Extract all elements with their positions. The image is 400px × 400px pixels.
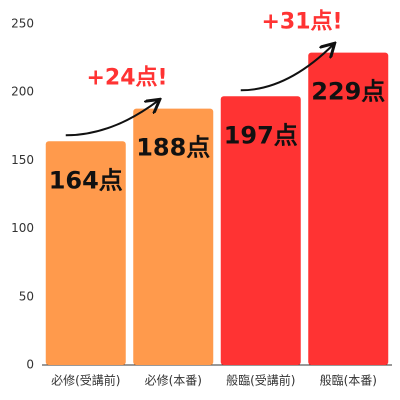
y-tick-label: 0 [26,358,34,372]
y-tick-label: 250 [11,17,34,31]
value-label: 188点 [136,134,210,162]
annotation: +24点! [86,65,167,91]
x-tick-label: 必修(受講前) [51,373,120,388]
y-tick-label: 100 [11,221,34,235]
y-tick-label: 200 [11,85,34,99]
y-tick-label: 50 [19,289,34,303]
bar [45,141,126,365]
value-label: 197点 [224,121,298,149]
x-tick-label: 必修(本番) [145,373,202,388]
y-tick-label: 150 [11,153,34,167]
annotation: +31点! [261,9,342,35]
value-label: 229点 [311,78,385,106]
bar [308,52,389,365]
bar [133,108,214,366]
arrow [65,101,159,137]
x-tick-label: 般臨(受講前) [226,373,295,388]
bar [220,96,301,366]
arrow [240,45,334,92]
x-tick-label: 般臨(本番) [320,373,377,388]
value-label: 164点 [49,166,123,194]
